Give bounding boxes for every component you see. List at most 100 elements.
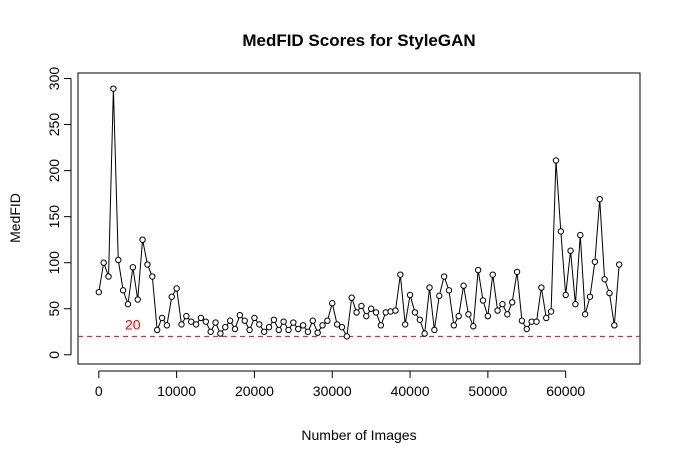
data-point [460,282,467,289]
data-point [329,300,336,307]
data-point [222,323,229,331]
data-point [270,316,278,323]
data-point [110,85,117,92]
data-point [309,317,316,324]
data-point [188,318,195,325]
data-point [163,322,171,329]
data-point [533,318,540,325]
x-tick-label: 40000 [391,383,430,399]
x-tick-label: 10000 [157,383,196,399]
y-tick-label: 0 [46,351,62,359]
data-point [499,300,506,308]
data-point [343,333,351,340]
data-point [406,291,414,299]
data-point [290,319,297,326]
data-point [265,323,273,331]
x-tick-label: 50000 [468,383,507,399]
data-point [314,329,321,336]
data-point [508,299,516,306]
data-point [504,311,511,318]
x-axis-label: Number of Images [301,427,416,443]
data-point [212,319,219,326]
data-point [183,312,190,320]
data-point [377,322,385,329]
data-point [601,276,608,283]
data-point [436,292,443,300]
data-point [392,307,399,314]
data-point [124,300,132,308]
data-point [144,261,151,268]
data-point [192,321,200,328]
data-point [567,247,574,254]
x-tick-label: 20000 [235,383,274,399]
data-line [98,88,620,339]
data-point [158,314,166,322]
data-point [226,317,234,324]
data-point [450,322,458,329]
data-point [119,287,127,294]
data-point [251,314,258,322]
data-point [105,273,112,280]
data-point [523,325,530,333]
data-point [479,297,487,304]
data-point [231,325,239,333]
data-point [236,311,244,319]
data-point [426,284,433,291]
data-point [557,228,565,235]
data-point [363,312,370,320]
data-point [178,321,185,328]
data-point [285,326,292,334]
data-point [470,323,477,330]
y-tick-label: 250 [46,113,62,137]
data-point [577,231,584,239]
data-point [489,271,496,278]
y-axis-label: MedFID [7,193,23,243]
data-point [586,293,594,300]
data-point [149,273,156,280]
data-point [591,258,599,265]
x-tick-label: 0 [95,383,103,399]
y-tick-label: 100 [46,251,62,275]
data-point [538,284,545,291]
data-point [421,330,428,337]
data-point [275,326,282,334]
data-point [367,305,375,312]
data-point [402,321,409,328]
data-point [129,264,137,271]
y-tick-label: 200 [46,159,62,183]
data-point [445,287,453,294]
data-point [484,312,492,320]
data-point [197,314,205,322]
data-point [611,322,618,329]
data-point [241,317,248,324]
data-point [207,328,214,335]
data-point [299,322,307,329]
data-point [348,294,355,301]
data-point [572,300,579,308]
y-tick-label: 50 [46,301,62,317]
data-point [494,307,501,314]
reference-label: 20 [125,316,141,332]
data-point [333,321,341,328]
data-point [338,323,346,331]
data-point [397,271,404,278]
data-point [416,316,423,323]
data-point [615,261,623,268]
data-point [139,236,146,243]
data-point [324,317,331,324]
data-point [552,157,560,164]
data-point [134,296,141,303]
data-point [168,293,175,300]
data-point [518,317,526,324]
data-point [173,285,180,292]
data-point [465,311,472,318]
data-point [100,259,107,266]
data-point [260,328,268,335]
data-point [280,318,287,325]
x-tick-label: 60000 [546,383,585,399]
data-point [547,308,555,315]
data-point [115,256,122,264]
data-point [596,195,603,203]
data-point [304,328,312,335]
data-point [353,309,360,316]
